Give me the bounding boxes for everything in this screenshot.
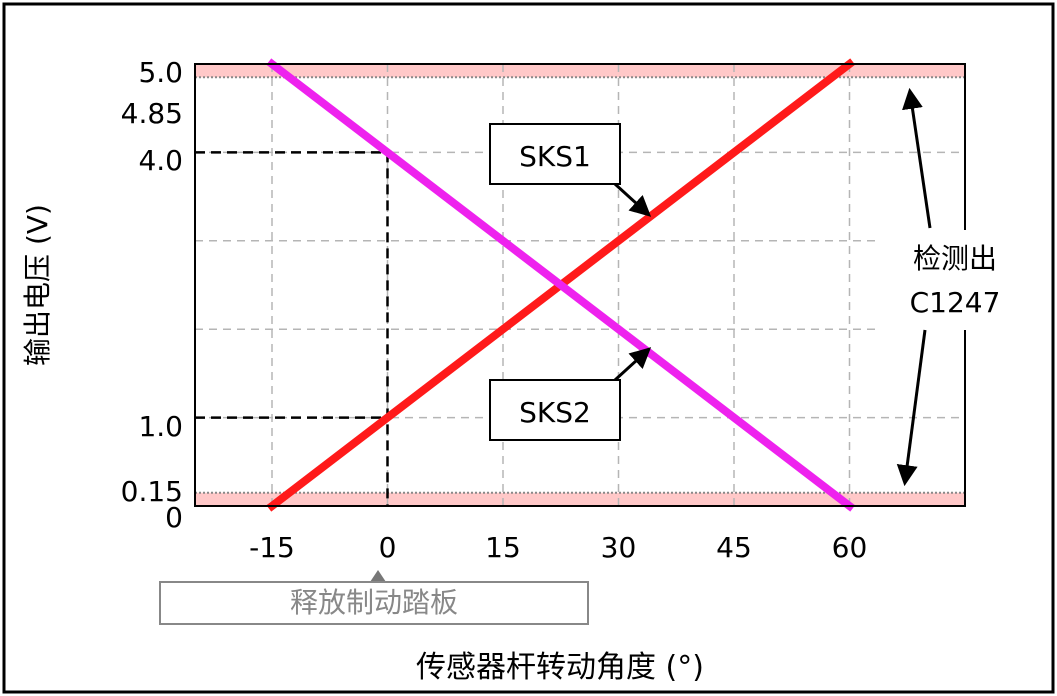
x-tick-label-2: 15 (485, 531, 521, 564)
x-tick-label-4: 45 (716, 531, 752, 564)
y-axis-label: 输出电压 (V) (21, 204, 54, 366)
y-tick-label-3: 4.0 (138, 144, 183, 177)
sks1-label: SKS1 (519, 140, 591, 173)
x-axis-label: 传感器杆转动角度 (°) (416, 650, 704, 685)
x-tick-label-5: 60 (832, 531, 868, 564)
y-tick-label-1: 0.15 (121, 475, 183, 508)
fault-label-line2: C1247 (910, 286, 1001, 319)
sks2-label: SKS2 (519, 396, 591, 429)
x-tick-label-0: -15 (249, 531, 295, 564)
x-tick-label-3: 30 (601, 531, 637, 564)
y-tick-label-5: 5.0 (138, 56, 183, 89)
y-tick-label-2: 1.0 (138, 410, 183, 443)
y-tick-label-4: 4.85 (121, 97, 183, 130)
x-tick-label-1: 0 (379, 531, 397, 564)
pedal-label: 释放制动踏板 (290, 586, 458, 619)
fault-label-line1: 检测出 (913, 242, 997, 275)
